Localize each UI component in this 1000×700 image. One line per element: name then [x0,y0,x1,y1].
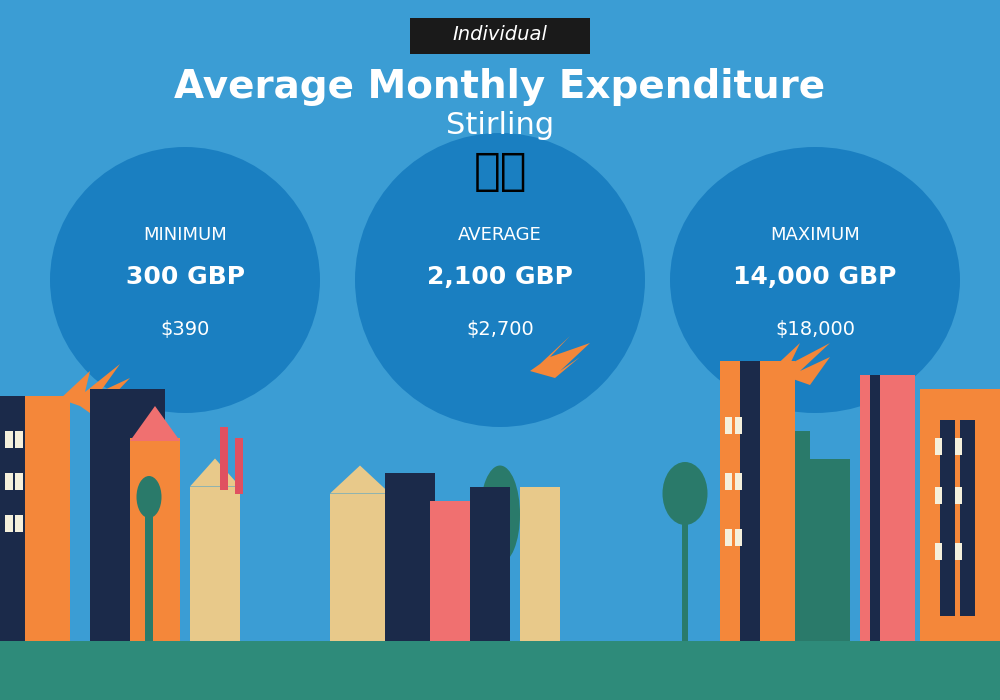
Bar [15,514,23,532]
Ellipse shape [215,284,285,346]
Text: $2,700: $2,700 [466,319,534,339]
Ellipse shape [150,262,270,354]
Bar [740,360,760,640]
Bar [235,438,243,494]
Bar [0,395,25,640]
Bar [90,389,165,640]
Ellipse shape [662,462,708,525]
Bar [5,514,13,532]
Text: 🇬🇧: 🇬🇧 [473,150,527,193]
Bar [960,420,975,616]
Ellipse shape [50,147,320,413]
Text: 2,100 GBP: 2,100 GBP [427,265,573,288]
Bar [935,438,942,455]
Text: AVERAGE: AVERAGE [458,225,542,244]
Ellipse shape [136,476,162,518]
Bar [735,473,742,490]
Ellipse shape [480,466,520,564]
Bar [5,430,13,448]
Bar [0,395,70,640]
Bar [720,360,795,640]
Polygon shape [330,466,390,493]
Ellipse shape [355,133,645,427]
Bar [520,486,560,640]
Bar [940,420,955,616]
Bar [735,528,742,546]
Ellipse shape [455,287,545,413]
Bar [470,486,510,640]
Bar [955,438,962,455]
Text: 300 GBP: 300 GBP [126,265,244,288]
Bar [860,374,915,640]
Bar [682,514,688,640]
Bar [15,473,23,490]
Polygon shape [60,364,130,420]
FancyBboxPatch shape [410,18,590,54]
Bar [330,494,390,640]
Bar [0,640,1000,700]
Bar [5,473,13,490]
Bar [220,427,228,490]
Bar [935,542,942,560]
Bar [920,389,1000,640]
Bar [725,473,732,490]
Bar [15,430,23,448]
Bar [385,473,435,640]
Polygon shape [530,336,590,378]
Text: $18,000: $18,000 [775,319,855,339]
Bar [130,438,180,640]
Ellipse shape [785,287,855,350]
Bar [810,458,850,640]
Text: $390: $390 [160,319,210,339]
Polygon shape [770,343,830,385]
Polygon shape [190,458,240,486]
Polygon shape [130,406,180,441]
Bar [870,374,880,640]
Text: 14,000 GBP: 14,000 GBP [733,265,897,288]
Bar [955,486,962,504]
Ellipse shape [690,280,770,350]
Ellipse shape [670,147,960,413]
Bar [190,486,240,640]
Bar [935,486,942,504]
Bar [725,416,732,434]
Text: MINIMUM: MINIMUM [143,225,227,244]
Text: Individual: Individual [453,25,547,45]
Bar [145,514,153,640]
Bar [735,416,742,434]
Text: MAXIMUM: MAXIMUM [770,225,860,244]
Text: Average Monthly Expenditure: Average Monthly Expenditure [174,69,826,106]
Bar [725,528,732,546]
Bar [430,500,475,640]
Ellipse shape [710,259,840,357]
Bar [795,430,810,640]
Ellipse shape [130,287,210,357]
Bar [955,542,962,560]
Text: Stirling: Stirling [446,111,554,141]
